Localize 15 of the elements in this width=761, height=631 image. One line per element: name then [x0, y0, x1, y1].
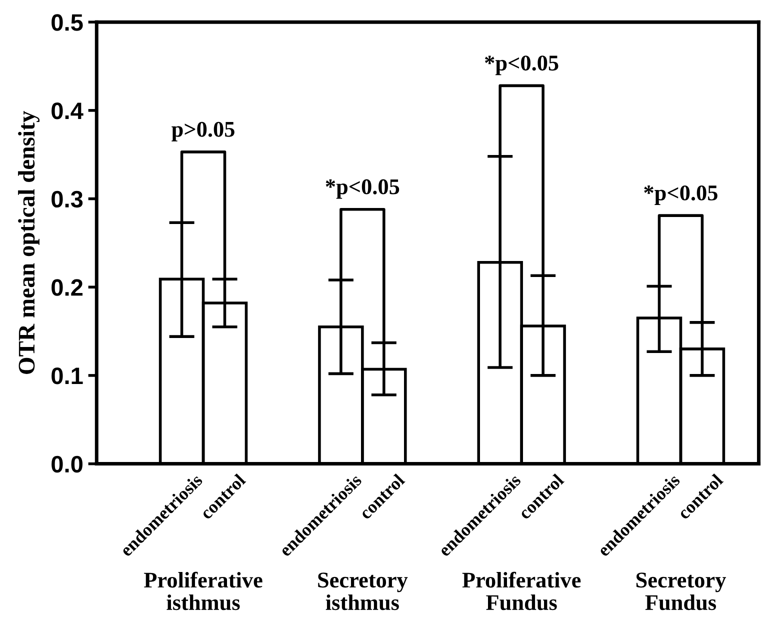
- y-axis-title: OTR mean optical density: [18, 111, 40, 374]
- annotation: *p<0.05: [326, 179, 400, 199]
- y-tick-label: 0.1: [52, 368, 83, 384]
- text: 0.0: [52, 456, 82, 473]
- x-tick-label: Proliferative Fundus: [462, 572, 581, 610]
- y-tick-label: 0.2: [52, 279, 83, 296]
- x-tick-label: Secretory Fundus: [636, 572, 726, 610]
- annotation: *p<0.05: [484, 56, 558, 76]
- y-tick-label: 0.4: [52, 102, 84, 120]
- annotation: p>0.05: [172, 122, 234, 142]
- y-tick-label: 0.5: [52, 14, 83, 31]
- annotation: *p<0.05: [644, 185, 718, 205]
- x-tick-label: Secretory isthmus: [318, 572, 408, 610]
- x-tick-label: Proliferative isthmus: [144, 572, 262, 610]
- y-tick-label: 0.3: [52, 190, 83, 208]
